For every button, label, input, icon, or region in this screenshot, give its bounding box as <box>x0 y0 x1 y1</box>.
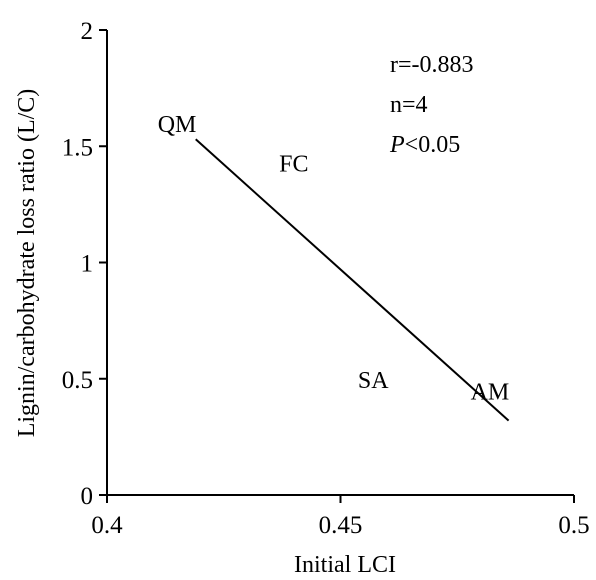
stat-r: r=-0.883 <box>390 52 474 78</box>
x-tick-label: 0.4 <box>91 512 123 539</box>
regression-line <box>195 138 510 422</box>
stat-p: P<0.05 <box>389 132 460 158</box>
y-tick-label: 1 <box>81 251 94 278</box>
stat-n: n=4 <box>390 92 428 118</box>
point-label-qm: QM <box>158 112 197 138</box>
y-axis-label: Lignin/carbohydrate loss ratio (L/C) <box>14 89 40 438</box>
point-label-fc: FC <box>279 152 308 178</box>
x-tick-label: 0.45 <box>319 512 363 539</box>
point-labels: QM FC SA AM <box>158 112 510 405</box>
stat-p-symbol: P <box>389 132 405 158</box>
stats-annotation: r=-0.883 n=4 P<0.05 <box>389 52 474 158</box>
y-axis-ticks: 0 0.5 1 1.5 2 <box>62 18 107 510</box>
x-axis-label: Initial LCI <box>294 552 396 578</box>
point-label-sa: SA <box>358 368 389 394</box>
stat-p-value: <0.05 <box>405 132 461 158</box>
x-axis-ticks: 0.4 0.45 0.5 <box>91 495 590 539</box>
y-tick-label: 1.5 <box>62 134 93 161</box>
x-tick-label: 0.5 <box>558 512 589 539</box>
y-tick-label: 0 <box>81 483 94 510</box>
point-label-am: AM <box>471 379 510 405</box>
y-tick-label: 0.5 <box>62 367 93 394</box>
y-tick-label: 2 <box>81 18 94 45</box>
plot-area: 0 0.5 1 1.5 2 0.4 0.45 0.5 QM FC SA AM <box>62 18 590 539</box>
